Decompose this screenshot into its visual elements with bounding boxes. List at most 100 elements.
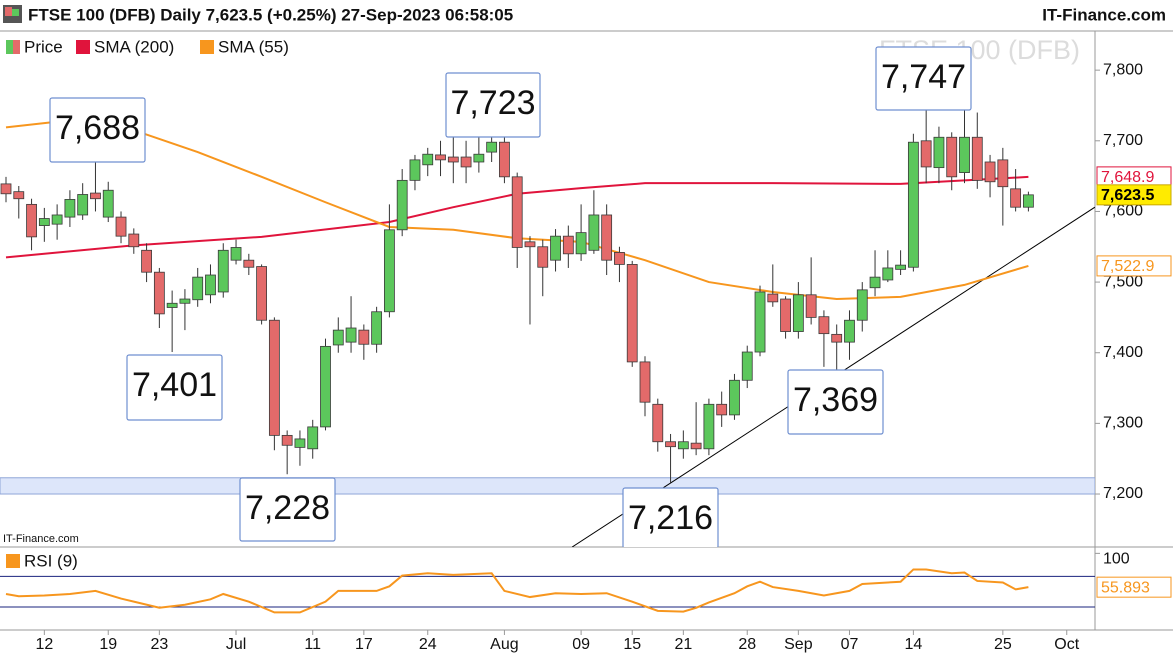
candle-body xyxy=(90,192,101,200)
legend-swatch xyxy=(76,40,90,54)
candle-body xyxy=(128,233,140,248)
candle-body xyxy=(690,442,702,450)
candle-body xyxy=(115,216,127,237)
candle-body xyxy=(767,293,779,303)
y-tick-label: 7,800 xyxy=(1103,61,1143,78)
candle-body xyxy=(409,159,421,181)
candle-body xyxy=(447,156,459,163)
candle-body xyxy=(307,426,319,450)
value-label: 7,623.5 xyxy=(1101,187,1154,204)
candle-body xyxy=(320,345,331,428)
value-label-box xyxy=(1096,576,1172,598)
candle-body xyxy=(371,311,383,345)
candle-body xyxy=(575,232,587,255)
candle-body xyxy=(588,214,600,251)
x-tick-label: 09 xyxy=(572,636,590,653)
candle-body xyxy=(844,319,855,343)
candle-body xyxy=(626,264,638,363)
candle-body xyxy=(102,189,114,218)
annotation-box xyxy=(49,97,146,163)
x-tick-label: Sep xyxy=(784,636,813,653)
candle-body xyxy=(166,302,178,308)
candle-body xyxy=(511,176,523,248)
legend-label: RSI (9) xyxy=(24,551,78,570)
x-tick-label: 12 xyxy=(35,636,53,653)
value-label: 7,648.9 xyxy=(1101,169,1154,186)
x-tick-label: 28 xyxy=(738,636,756,653)
candle-body xyxy=(677,441,689,450)
support-zone xyxy=(0,477,1095,495)
rsi-line xyxy=(5,568,1029,614)
x-tick-label: 19 xyxy=(99,636,117,653)
legend-label: SMA (55) xyxy=(218,37,289,56)
legend-swatch xyxy=(6,40,13,54)
legend-swatch xyxy=(6,554,20,568)
candle-body xyxy=(741,351,753,381)
annotation-box xyxy=(445,72,541,138)
source: IT-Finance.com xyxy=(3,533,79,545)
site-name: IT-Finance.com xyxy=(1042,5,1166,24)
candle-body xyxy=(217,249,229,293)
legend-swatch xyxy=(200,40,214,54)
candle-body xyxy=(997,159,1009,188)
candle-body xyxy=(614,252,625,265)
x-tick-label: 15 xyxy=(623,636,641,653)
annotation-label: 7,688 xyxy=(55,109,140,147)
candle-body xyxy=(38,218,50,226)
annotation-box xyxy=(239,477,336,542)
candle-body xyxy=(268,319,280,436)
candle-body xyxy=(205,274,216,296)
candle-body xyxy=(971,136,983,181)
candle-body xyxy=(179,298,191,304)
legend-label: SMA (200) xyxy=(94,37,174,56)
candle-body xyxy=(499,141,510,178)
annotation-label: 7,723 xyxy=(450,84,535,122)
candle-body xyxy=(959,136,970,173)
candle-body xyxy=(550,235,561,261)
candle-body xyxy=(984,161,996,183)
candle-body xyxy=(895,264,906,270)
candle-body xyxy=(473,153,485,163)
x-tick-label: Aug xyxy=(490,636,518,653)
y-tick-label: 7,700 xyxy=(1103,132,1143,149)
x-tick-label: 11 xyxy=(304,636,321,653)
legend-swatch xyxy=(13,40,20,54)
candle-body xyxy=(869,276,881,289)
x-tick-label: 14 xyxy=(904,636,922,653)
y-tick-label: 7,200 xyxy=(1103,485,1143,502)
candle-body xyxy=(256,266,268,321)
candle-body xyxy=(933,136,945,169)
x-tick-label: 23 xyxy=(150,636,168,653)
demo-badge-icon xyxy=(12,9,19,16)
value-label: 55.893 xyxy=(1101,579,1150,596)
candle-body xyxy=(77,194,89,216)
x-tick-label: 24 xyxy=(419,636,437,653)
candle-body xyxy=(153,271,165,315)
value-label-box xyxy=(1096,184,1172,206)
candle-body xyxy=(601,214,613,261)
value-label-box xyxy=(1096,255,1172,277)
annotation-label: 7,747 xyxy=(881,58,966,96)
candle-body xyxy=(13,191,25,200)
y-tick-label: 7,500 xyxy=(1103,273,1143,290)
candle-body xyxy=(435,154,446,161)
candle-body xyxy=(780,298,791,332)
x-tick-label: 25 xyxy=(994,636,1012,653)
candle-body xyxy=(230,247,242,261)
annotation-label: 7,228 xyxy=(245,489,330,527)
y-tick-label: 7,300 xyxy=(1103,415,1143,432)
candle-body xyxy=(946,136,958,178)
annotation-box xyxy=(787,369,884,435)
candle-body xyxy=(141,249,152,273)
candle-body xyxy=(754,291,766,353)
candle-body xyxy=(0,183,12,195)
candle-body xyxy=(332,329,344,346)
candle-body xyxy=(64,199,76,218)
annotation-label: 7,216 xyxy=(628,499,713,537)
annotation-label: 7,401 xyxy=(132,366,217,404)
candle-body xyxy=(729,379,740,416)
annotation-box xyxy=(622,487,719,547)
